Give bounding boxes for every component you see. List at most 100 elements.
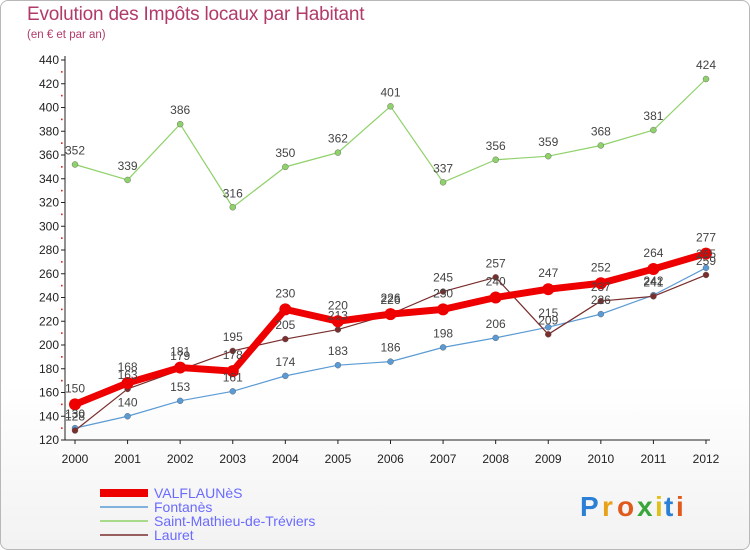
data-point: [387, 358, 394, 365]
data-point: [597, 297, 605, 305]
data-label: 356: [486, 139, 506, 153]
data-label: 242: [643, 274, 663, 288]
y-tick-label: 400: [39, 101, 59, 115]
data-label: 245: [433, 271, 453, 285]
logo-letter: P: [580, 491, 599, 522]
data-label: 264: [643, 246, 663, 260]
data-label: 153: [170, 380, 190, 394]
data-point: [229, 347, 236, 355]
data-label: 401: [380, 85, 400, 99]
data-point: [542, 283, 555, 296]
data-point: [650, 293, 657, 300]
y-minor-tick: [61, 284, 63, 287]
y-minor-tick: [61, 166, 63, 168]
data-point: [492, 334, 499, 342]
data-point: [71, 161, 79, 168]
data-point: [71, 427, 79, 434]
legend-label: VALFLAUNèS: [154, 485, 242, 501]
y-minor-tick: [61, 379, 63, 382]
x-tick-label: 2002: [167, 452, 194, 466]
y-tick-label: 160: [39, 386, 59, 400]
legend-label: Lauret: [154, 527, 194, 543]
y-tick-label: 120: [39, 433, 59, 447]
y-minor-tick: [61, 118, 63, 121]
y-tick-label: 280: [39, 243, 59, 257]
data-point: [597, 310, 605, 318]
data-point: [437, 303, 450, 316]
data-label: 226: [591, 293, 611, 307]
x-tick-label: 2007: [430, 452, 457, 466]
data-point: [594, 277, 607, 290]
data-point: [545, 323, 552, 331]
data-label: 237: [591, 280, 611, 294]
x-tick-label: 2011: [641, 452, 667, 466]
data-point: [439, 344, 447, 351]
y-minor-tick: [61, 427, 63, 429]
data-point: [489, 291, 502, 304]
data-label: 386: [170, 103, 190, 117]
data-label: 150: [65, 381, 85, 395]
data-label: 362: [328, 132, 348, 146]
data-label: 359: [538, 135, 558, 149]
data-point: [174, 361, 187, 374]
data-point: [331, 315, 344, 328]
data-point: [229, 388, 236, 395]
data-point: [492, 156, 499, 163]
y-tick-label: 240: [39, 291, 59, 305]
data-point: [279, 303, 292, 316]
data-label: 247: [538, 266, 558, 280]
x-tick-label: 2005: [325, 452, 352, 466]
data-label: 352: [65, 144, 85, 158]
data-point: [282, 335, 289, 343]
data-point: [702, 271, 710, 279]
data-label: 265: [696, 247, 716, 261]
data-label: 350: [275, 146, 295, 160]
x-tick-label: 2012: [693, 452, 720, 466]
data-point: [650, 126, 657, 134]
legend-label: Fontanès: [154, 499, 212, 515]
y-minor-tick: [61, 189, 63, 192]
y-minor-tick: [61, 308, 63, 311]
data-label: 198: [433, 326, 453, 340]
y-tick-label: 140: [39, 409, 59, 423]
y-tick-label: 420: [39, 77, 59, 91]
data-label: 257: [486, 256, 506, 270]
x-tick-label: 2010: [587, 452, 614, 466]
data-point: [282, 372, 289, 380]
data-point: [700, 247, 712, 260]
data-point: [545, 152, 552, 160]
data-label: 161: [223, 370, 243, 384]
data-point: [121, 377, 134, 389]
x-tick-label: 2006: [377, 452, 404, 466]
data-point: [334, 149, 342, 156]
logo-letter: t: [664, 491, 673, 522]
data-label: 259: [696, 254, 716, 268]
data-label: 168: [118, 360, 138, 374]
data-point: [176, 397, 184, 405]
y-tick-label: 180: [39, 362, 59, 376]
y-tick-label: 260: [39, 267, 59, 281]
data-label: 337: [433, 161, 453, 175]
data-point: [124, 176, 131, 184]
data-label: 220: [328, 298, 348, 312]
data-label: 240: [486, 275, 506, 289]
data-label: 183: [328, 344, 348, 358]
y-minor-tick: [61, 237, 63, 239]
logo-letter: i: [655, 491, 663, 522]
y-tick-label: 440: [39, 53, 59, 67]
data-label: 339: [118, 159, 138, 173]
data-point: [439, 179, 447, 186]
data-point: [439, 288, 447, 295]
y-tick-label: 220: [39, 314, 59, 328]
data-point: [492, 274, 499, 281]
chart-title: Evolution des Impôts locaux par Habitant: [27, 4, 365, 25]
data-point: [226, 365, 239, 378]
data-label: 130: [65, 407, 85, 421]
y-tick-label: 320: [39, 196, 59, 210]
data-label: 381: [643, 109, 663, 123]
y-minor-tick: [61, 332, 63, 334]
data-label: 163: [118, 368, 138, 382]
data-point: [597, 142, 605, 149]
data-label: 178: [223, 348, 243, 362]
data-point: [229, 204, 236, 211]
